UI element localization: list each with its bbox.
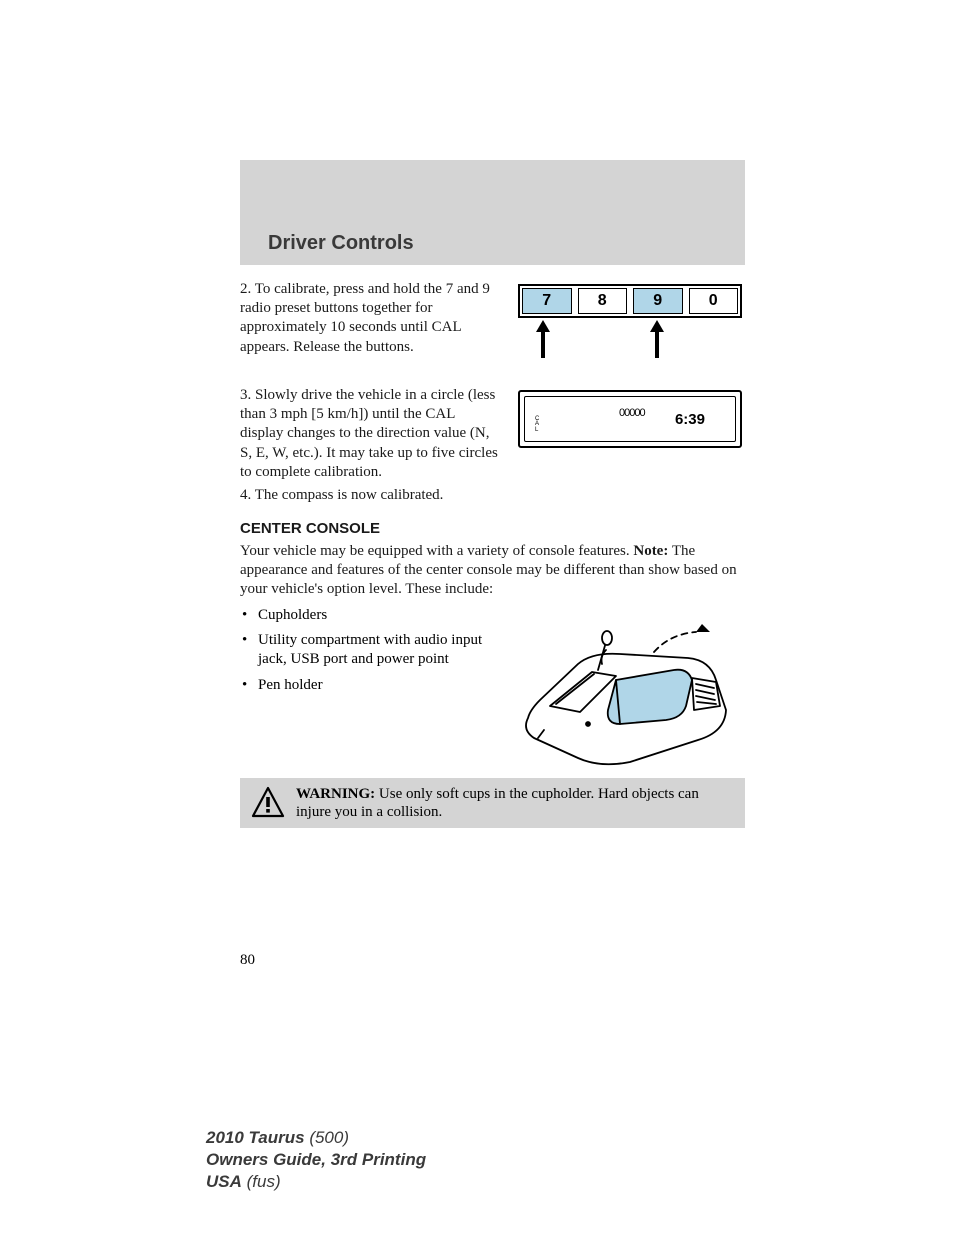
warning-text: WARNING: Use only soft cups in the cupho…	[296, 785, 735, 822]
radio-display-diagram: 00000 6:39 CAL	[518, 390, 742, 448]
radio-btn-8: 8	[578, 288, 628, 314]
center-console-heading: CENTER CONSOLE	[240, 520, 380, 537]
display-inner: 00000 6:39 CAL	[524, 396, 736, 442]
arrow-stem	[655, 330, 659, 358]
step-2-text: 2. To calibrate, press and hold the 7 an…	[240, 280, 500, 357]
section-title: Driver Controls	[268, 232, 414, 255]
radio-btn-0: 0	[689, 288, 739, 314]
bullet-penholder: Pen holder	[240, 676, 505, 695]
clock-value: 6:39	[675, 411, 705, 428]
warning-icon	[250, 785, 286, 821]
warning-box: WARNING: Use only soft cups in the cupho…	[240, 778, 745, 828]
bullet-cupholders: Cupholders	[240, 606, 505, 625]
radio-button-row: 7 8 9 0	[518, 284, 742, 318]
center-console-paragraph: Your vehicle may be equipped with a vari…	[240, 542, 745, 600]
footer: 2010 Taurus (500) Owners Guide, 3rd Prin…	[206, 1127, 426, 1192]
footer-usa: USA	[206, 1172, 242, 1191]
center-console-illustration	[520, 610, 732, 770]
note-label: Note:	[633, 543, 668, 559]
center-console-intro: Your vehicle may be equipped with a vari…	[240, 543, 633, 559]
footer-model-rest: (500)	[305, 1128, 349, 1147]
bullet-utility: Utility compartment with audio input jac…	[240, 631, 505, 669]
footer-guide: Owners Guide, 3rd Printing	[206, 1150, 426, 1169]
step-4-text: 4. The compass is now calibrated.	[240, 486, 740, 505]
arrow-stem	[541, 330, 545, 358]
odometer-value: 00000	[619, 407, 645, 419]
radio-preset-diagram: 7 8 9 0	[518, 284, 742, 362]
cal-label: CAL	[535, 417, 539, 433]
step-3-text: 3. Slowly drive the vehicle in a circle …	[240, 386, 500, 482]
feature-bullets: Cupholders Utility compartment with audi…	[240, 606, 505, 701]
page-number: 80	[240, 952, 255, 969]
radio-btn-9: 9	[633, 288, 683, 314]
arrow-indicators	[518, 318, 742, 362]
footer-model: 2010 Taurus	[206, 1128, 305, 1147]
radio-btn-7: 7	[522, 288, 572, 314]
warning-label: WARNING:	[296, 786, 375, 802]
footer-usa-rest: (fus)	[242, 1172, 281, 1191]
